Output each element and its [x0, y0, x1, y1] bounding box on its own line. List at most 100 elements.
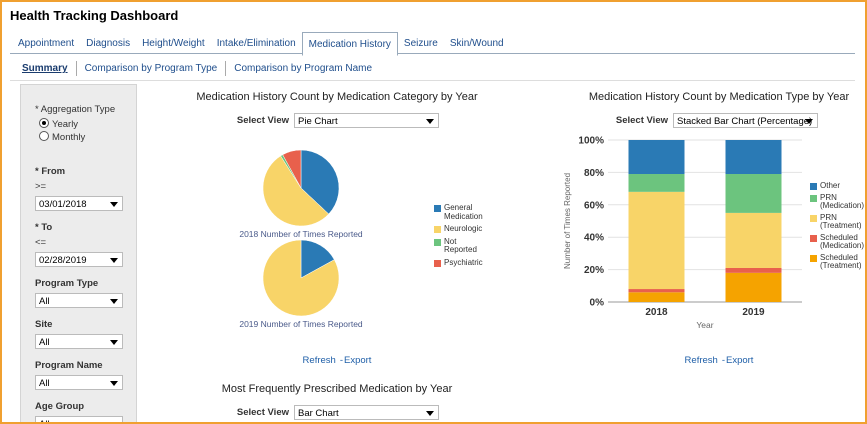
filter-select[interactable]: All — [35, 293, 123, 308]
bar-segment — [628, 292, 685, 302]
y-tick-label: 80% — [584, 168, 604, 179]
y-tick-label: 40% — [584, 233, 604, 244]
x-tick-label: 2019 — [742, 307, 765, 318]
tab[interactable]: Intake/Elimination — [216, 38, 296, 49]
legend-entry: Neurologic — [434, 224, 486, 234]
legend-entry: Scheduled (Medication) — [810, 232, 865, 251]
filter-label: Age Group — [35, 401, 85, 412]
tab[interactable]: Seizure — [403, 38, 438, 49]
bar-segment — [628, 191, 685, 290]
link[interactable]: Export — [725, 355, 754, 366]
legend-swatch — [810, 214, 817, 222]
legend-swatch — [434, 259, 441, 267]
tab[interactable]: Diagnosis — [86, 38, 131, 49]
filter-select[interactable]: 03/01/2018 — [35, 196, 123, 211]
radio-option[interactable]: Monthly — [39, 131, 85, 143]
legend-label: PRN (Medication) — [820, 192, 865, 210]
separator: - — [721, 355, 725, 366]
legend: Other PRN (Medication) PRN (Treatment) Sche… — [810, 181, 865, 274]
subtab[interactable]: Comparison by Program Type — [75, 61, 226, 76]
tab-rule — [10, 53, 855, 54]
select-label: Select View — [236, 115, 289, 126]
tab-bar: Appointment Diagnosis Height/Weight Intake/… — [12, 32, 510, 56]
filter-select[interactable]: All — [35, 375, 123, 390]
bar-segment — [725, 267, 782, 273]
radio-label: Yearly — [52, 119, 79, 130]
subtab-rule — [10, 80, 855, 81]
subtab[interactable]: Comparison by Program Name — [225, 61, 380, 76]
y-tick-label: 0% — [590, 298, 605, 309]
pie-slice — [262, 155, 330, 227]
legend-label: PRN (Treatment) — [820, 212, 862, 230]
radio-button[interactable] — [39, 131, 49, 141]
subtab[interactable]: Summary — [22, 63, 68, 74]
legend-swatch — [810, 234, 817, 242]
filter-label: Program Name — [35, 360, 103, 371]
x-tick-label: 2018 — [645, 307, 668, 318]
pie-slice — [262, 239, 340, 317]
x-axis-label: Year — [696, 320, 713, 330]
y-tick-label: 20% — [584, 265, 604, 276]
tab[interactable]: Medication History — [301, 32, 398, 56]
legend-entry: PRN (Treatment) — [810, 212, 865, 231]
legend-label: Scheduled (Medication) — [820, 232, 865, 250]
y-tick-label: 60% — [584, 200, 604, 211]
link[interactable]: Refresh — [302, 355, 336, 366]
bar-segment — [628, 174, 685, 192]
radio-option[interactable]: Yearly — [39, 118, 78, 130]
legend-swatch — [434, 238, 441, 246]
filter-label: Site — [35, 319, 53, 330]
chart-links: Refresh -Export — [685, 355, 754, 366]
filter-panel: * Aggregation Type Yearly Monthly * From >= 0… — [20, 84, 137, 422]
filter-select[interactable]: 02/28/2019 — [35, 252, 123, 267]
tab[interactable]: Skin/Wound — [449, 38, 504, 49]
legend-entry: Scheduled (Treatment) — [810, 252, 865, 271]
pie-caption: 2018 Number of Times Reported — [239, 229, 363, 239]
legend-swatch — [810, 183, 817, 190]
select-label: Select View — [615, 115, 668, 126]
view-select[interactable]: Pie Chart — [294, 113, 439, 128]
filter-operator: <= — [35, 237, 47, 248]
tab[interactable]: Appointment — [18, 38, 75, 49]
link[interactable]: Refresh — [684, 355, 718, 366]
legend-label: Other — [820, 181, 841, 190]
legend-swatch — [810, 254, 817, 262]
filter-operator: >= — [35, 181, 47, 192]
separator: - — [339, 355, 343, 366]
filter-label: * To — [35, 222, 53, 233]
view-select[interactable]: Bar Chart — [294, 405, 439, 420]
filter-label: Program Type — [35, 278, 99, 289]
filter-label: * From — [35, 166, 66, 177]
aggregation-label: * Aggregation Type — [35, 104, 116, 115]
chart-links: Refresh -Export — [303, 355, 372, 366]
radio-label: Monthly — [52, 132, 86, 143]
legend-label: General Medication — [444, 203, 483, 221]
link[interactable]: Export — [343, 355, 372, 366]
filter-select[interactable]: All — [35, 416, 123, 422]
radio-button[interactable] — [39, 118, 49, 128]
legend-label: Neurologic — [444, 224, 483, 233]
legend-swatch — [810, 194, 817, 202]
legend-swatch — [434, 226, 441, 233]
bar-segment — [725, 212, 782, 268]
bar-segment — [628, 289, 685, 293]
legend-label: Scheduled (Treatment) — [820, 252, 862, 270]
y-axis-label: Number of Times Reported — [563, 173, 572, 269]
bar-segment — [628, 140, 685, 175]
legend-swatch — [434, 205, 441, 212]
subtab-bar: Summary Comparison by Program Type Compari… — [14, 61, 380, 76]
filter-select[interactable]: All — [35, 334, 123, 349]
select-label: Select View — [236, 407, 289, 418]
tab[interactable]: Height/Weight — [142, 38, 205, 49]
view-select[interactable]: Stacked Bar Chart (Percentage) — [673, 113, 818, 128]
legend-label: Psychiatric — [444, 257, 483, 267]
pie-slice — [282, 149, 302, 189]
legend-entry: General Medication — [434, 203, 486, 221]
pie-slice — [300, 149, 340, 215]
legend-entry: Not Reported — [434, 236, 486, 255]
legend-label: Not Reported — [444, 236, 477, 254]
chart-title: Medication History Count by Medication C… — [196, 91, 478, 103]
